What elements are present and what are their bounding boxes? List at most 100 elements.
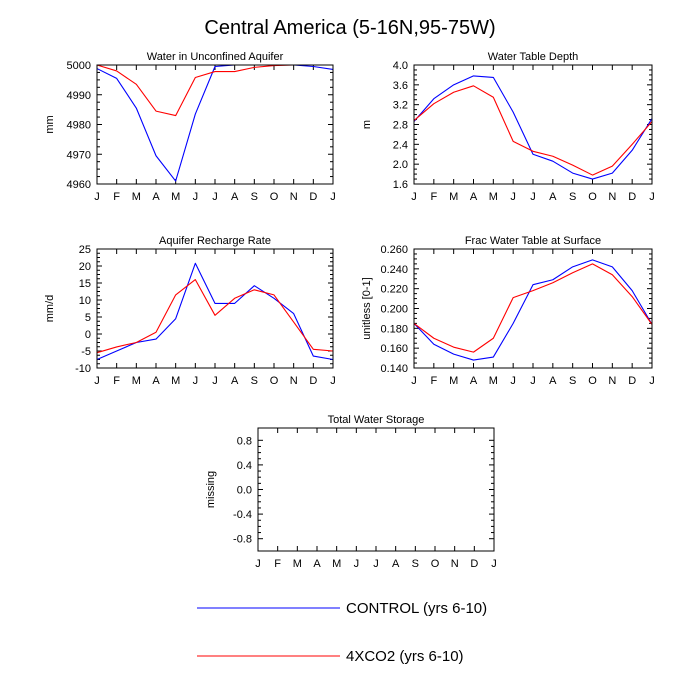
x-tick-label: F (274, 558, 281, 570)
panel-title: Water in Unconfined Aquifer (147, 51, 284, 63)
legend: CONTROL (yrs 6-10) 4XCO2 (yrs 6-10) (197, 600, 487, 665)
y-tick-label: 10 (79, 295, 91, 307)
x-tick-label: J (212, 191, 218, 203)
x-tick-label: J (530, 375, 536, 387)
x-tick-label: J (94, 375, 100, 387)
y-axis-label: missing (205, 471, 217, 508)
figure-title: Central America (5-16N,95-75W) (204, 17, 495, 39)
x-tick-label: A (392, 558, 400, 570)
x-tick-label: F (430, 375, 437, 387)
x-tick-label: J (530, 191, 536, 203)
x-tick-label: M (171, 191, 180, 203)
x-tick-label: N (451, 558, 459, 570)
x-tick-label: J (255, 558, 261, 570)
x-tick-label: F (113, 375, 120, 387)
x-tick-label: O (431, 558, 440, 570)
y-tick-label: 15 (79, 278, 91, 290)
x-tick-label: J (649, 191, 655, 203)
x-tick-label: J (649, 375, 655, 387)
x-tick-label: A (231, 191, 239, 203)
x-tick-label: A (549, 375, 557, 387)
x-tick-label: A (152, 191, 160, 203)
y-tick-label: 0.180 (380, 323, 408, 335)
y-tick-label: 0.140 (380, 363, 408, 375)
y-axis-label: mm/d (44, 295, 56, 323)
x-tick-label: A (313, 558, 321, 570)
x-tick-label: M (132, 191, 141, 203)
y-tick-label: 0.240 (380, 264, 408, 276)
x-tick-label: J (94, 191, 100, 203)
x-tick-label: M (293, 558, 302, 570)
y-tick-label: 4.0 (393, 60, 408, 72)
x-tick-label: S (251, 375, 258, 387)
y-tick-label: -0.4 (233, 509, 252, 521)
plot-frame (413, 64, 653, 185)
x-tick-label: O (588, 375, 597, 387)
x-tick-label: J (510, 191, 516, 203)
y-tick-label: 3.6 (393, 80, 408, 92)
y-tick-label: 0.4 (237, 460, 252, 472)
y-tick-label: 3.2 (393, 100, 408, 112)
x-tick-label: D (470, 558, 478, 570)
x-tick-label: S (251, 191, 258, 203)
legend-label: 4XCO2 (yrs 6-10) (346, 648, 464, 665)
x-tick-label: M (449, 191, 458, 203)
x-tick-label: J (330, 191, 336, 203)
series-line (96, 279, 334, 354)
x-tick-label: N (290, 191, 298, 203)
y-tick-label: 25 (79, 244, 91, 256)
x-tick-label: J (193, 191, 199, 203)
series-line (96, 64, 333, 117)
x-tick-label: M (449, 375, 458, 387)
x-tick-label: M (171, 375, 180, 387)
y-tick-label: -10 (75, 363, 91, 375)
panel-title: Water Table Depth (488, 51, 579, 63)
y-tick-label: 0.260 (380, 244, 408, 256)
y-tick-label: 2.8 (393, 120, 408, 132)
x-tick-label: M (332, 558, 341, 570)
x-tick-label: F (430, 191, 437, 203)
y-tick-label: 4970 (67, 149, 91, 161)
x-tick-label: J (491, 558, 497, 570)
panel-title: Frac Water Table at Surface (465, 235, 601, 247)
x-tick-label: A (470, 375, 478, 387)
y-tick-label: 0.0 (237, 485, 252, 497)
series-line (413, 263, 653, 353)
y-tick-label: 5 (85, 312, 91, 324)
y-axis-label: mm (44, 115, 56, 133)
plot-frame (413, 248, 653, 369)
y-tick-label: 20 (79, 261, 91, 273)
y-tick-label: -0.8 (233, 534, 252, 546)
x-tick-label: M (132, 375, 141, 387)
y-tick-label: 2.0 (393, 159, 408, 171)
y-tick-label: -5 (81, 346, 91, 358)
x-tick-label: O (270, 375, 279, 387)
x-tick-label: F (113, 191, 120, 203)
x-tick-label: J (330, 375, 336, 387)
legend-label: CONTROL (yrs 6-10) (346, 600, 487, 617)
y-tick-label: 0.160 (380, 343, 408, 355)
x-tick-label: N (608, 375, 616, 387)
y-tick-label: 1.6 (393, 179, 408, 191)
x-tick-label: O (270, 191, 279, 203)
y-axis-label: unitless [0-1] (361, 277, 373, 339)
x-tick-label: J (373, 558, 379, 570)
x-tick-label: N (290, 375, 298, 387)
panel-title: Aquifer Recharge Rate (159, 235, 271, 247)
y-tick-label: 5000 (67, 60, 91, 72)
plot-frame (257, 427, 495, 552)
y-tick-label: 4960 (67, 179, 91, 191)
x-tick-label: S (412, 558, 419, 570)
plot-frame (96, 248, 334, 369)
panel-title: Total Water Storage (328, 414, 425, 426)
x-tick-label: J (193, 375, 199, 387)
x-tick-label: D (309, 375, 317, 387)
x-tick-label: A (470, 191, 478, 203)
series-line (413, 85, 653, 176)
y-tick-label: 2.4 (393, 139, 408, 151)
plot-frame (96, 64, 334, 185)
